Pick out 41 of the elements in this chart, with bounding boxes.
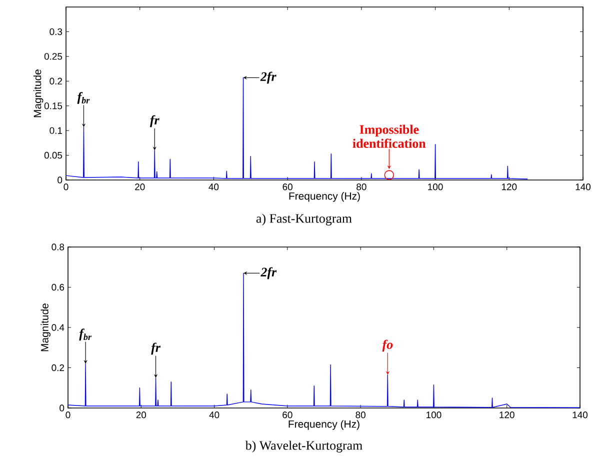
x-tick-label: 20 — [136, 412, 146, 418]
y-tick-label: 0.4 — [52, 324, 64, 331]
y-tick-label: 0.6 — [52, 284, 64, 291]
x-tick-label: 100 — [426, 412, 442, 418]
y-tick-label: 0.25 — [44, 53, 62, 60]
x-axis-title: Frequency (Hz) — [288, 420, 360, 430]
annotation: Impossible identification — [352, 124, 426, 148]
x-tick-label: 100 — [428, 184, 443, 190]
y-tick-label: 0 — [60, 404, 64, 412]
y-tick-label: 0.05 — [44, 152, 62, 159]
y-tick-label: 0.8 — [52, 244, 64, 250]
annotation: f$_{br}$ — [77, 92, 90, 104]
x-tick-label: 40 — [209, 412, 220, 418]
x-tick-label: 0 — [66, 412, 70, 418]
annotation: fr — [151, 342, 161, 355]
x-axis-title: Frequency (Hz) — [289, 192, 360, 202]
annotation: 2fr — [260, 267, 277, 280]
text: a) Fast-Kurtogram — [256, 214, 352, 226]
y-tick-label: 0.2 — [50, 78, 62, 84]
x-tick-label: 80 — [356, 412, 366, 418]
annotation: fo — [382, 340, 393, 352]
x-tick-label: 20 — [135, 184, 145, 190]
y-tick-label: 0 — [58, 176, 62, 184]
y-tick-label: 0.15 — [44, 102, 62, 110]
x-tick-label: 140 — [576, 184, 591, 190]
x-tick-label: 60 — [282, 184, 292, 190]
y-tick-label: 0.3 — [50, 28, 62, 36]
x-tick-label: 120 — [500, 412, 514, 418]
x-tick-label: 140 — [572, 412, 588, 418]
y-axis-title: Magnitude — [33, 70, 44, 118]
x-tick-label: 60 — [282, 412, 292, 418]
annotation: f$_{br}$ — [79, 328, 92, 341]
x-tick-label: 80 — [356, 184, 366, 190]
x-tick-label: 40 — [208, 184, 219, 190]
x-tick-label: 120 — [502, 184, 517, 190]
y-tick-label: 0.1 — [50, 127, 62, 134]
annotation: fr — [150, 115, 160, 128]
y-axis-title: Magnitude — [40, 304, 50, 352]
annotation: 2fr — [260, 72, 276, 84]
text: b) Wavelet-Kurtogram — [245, 440, 362, 452]
y-tick-label: 0.2 — [52, 364, 64, 372]
